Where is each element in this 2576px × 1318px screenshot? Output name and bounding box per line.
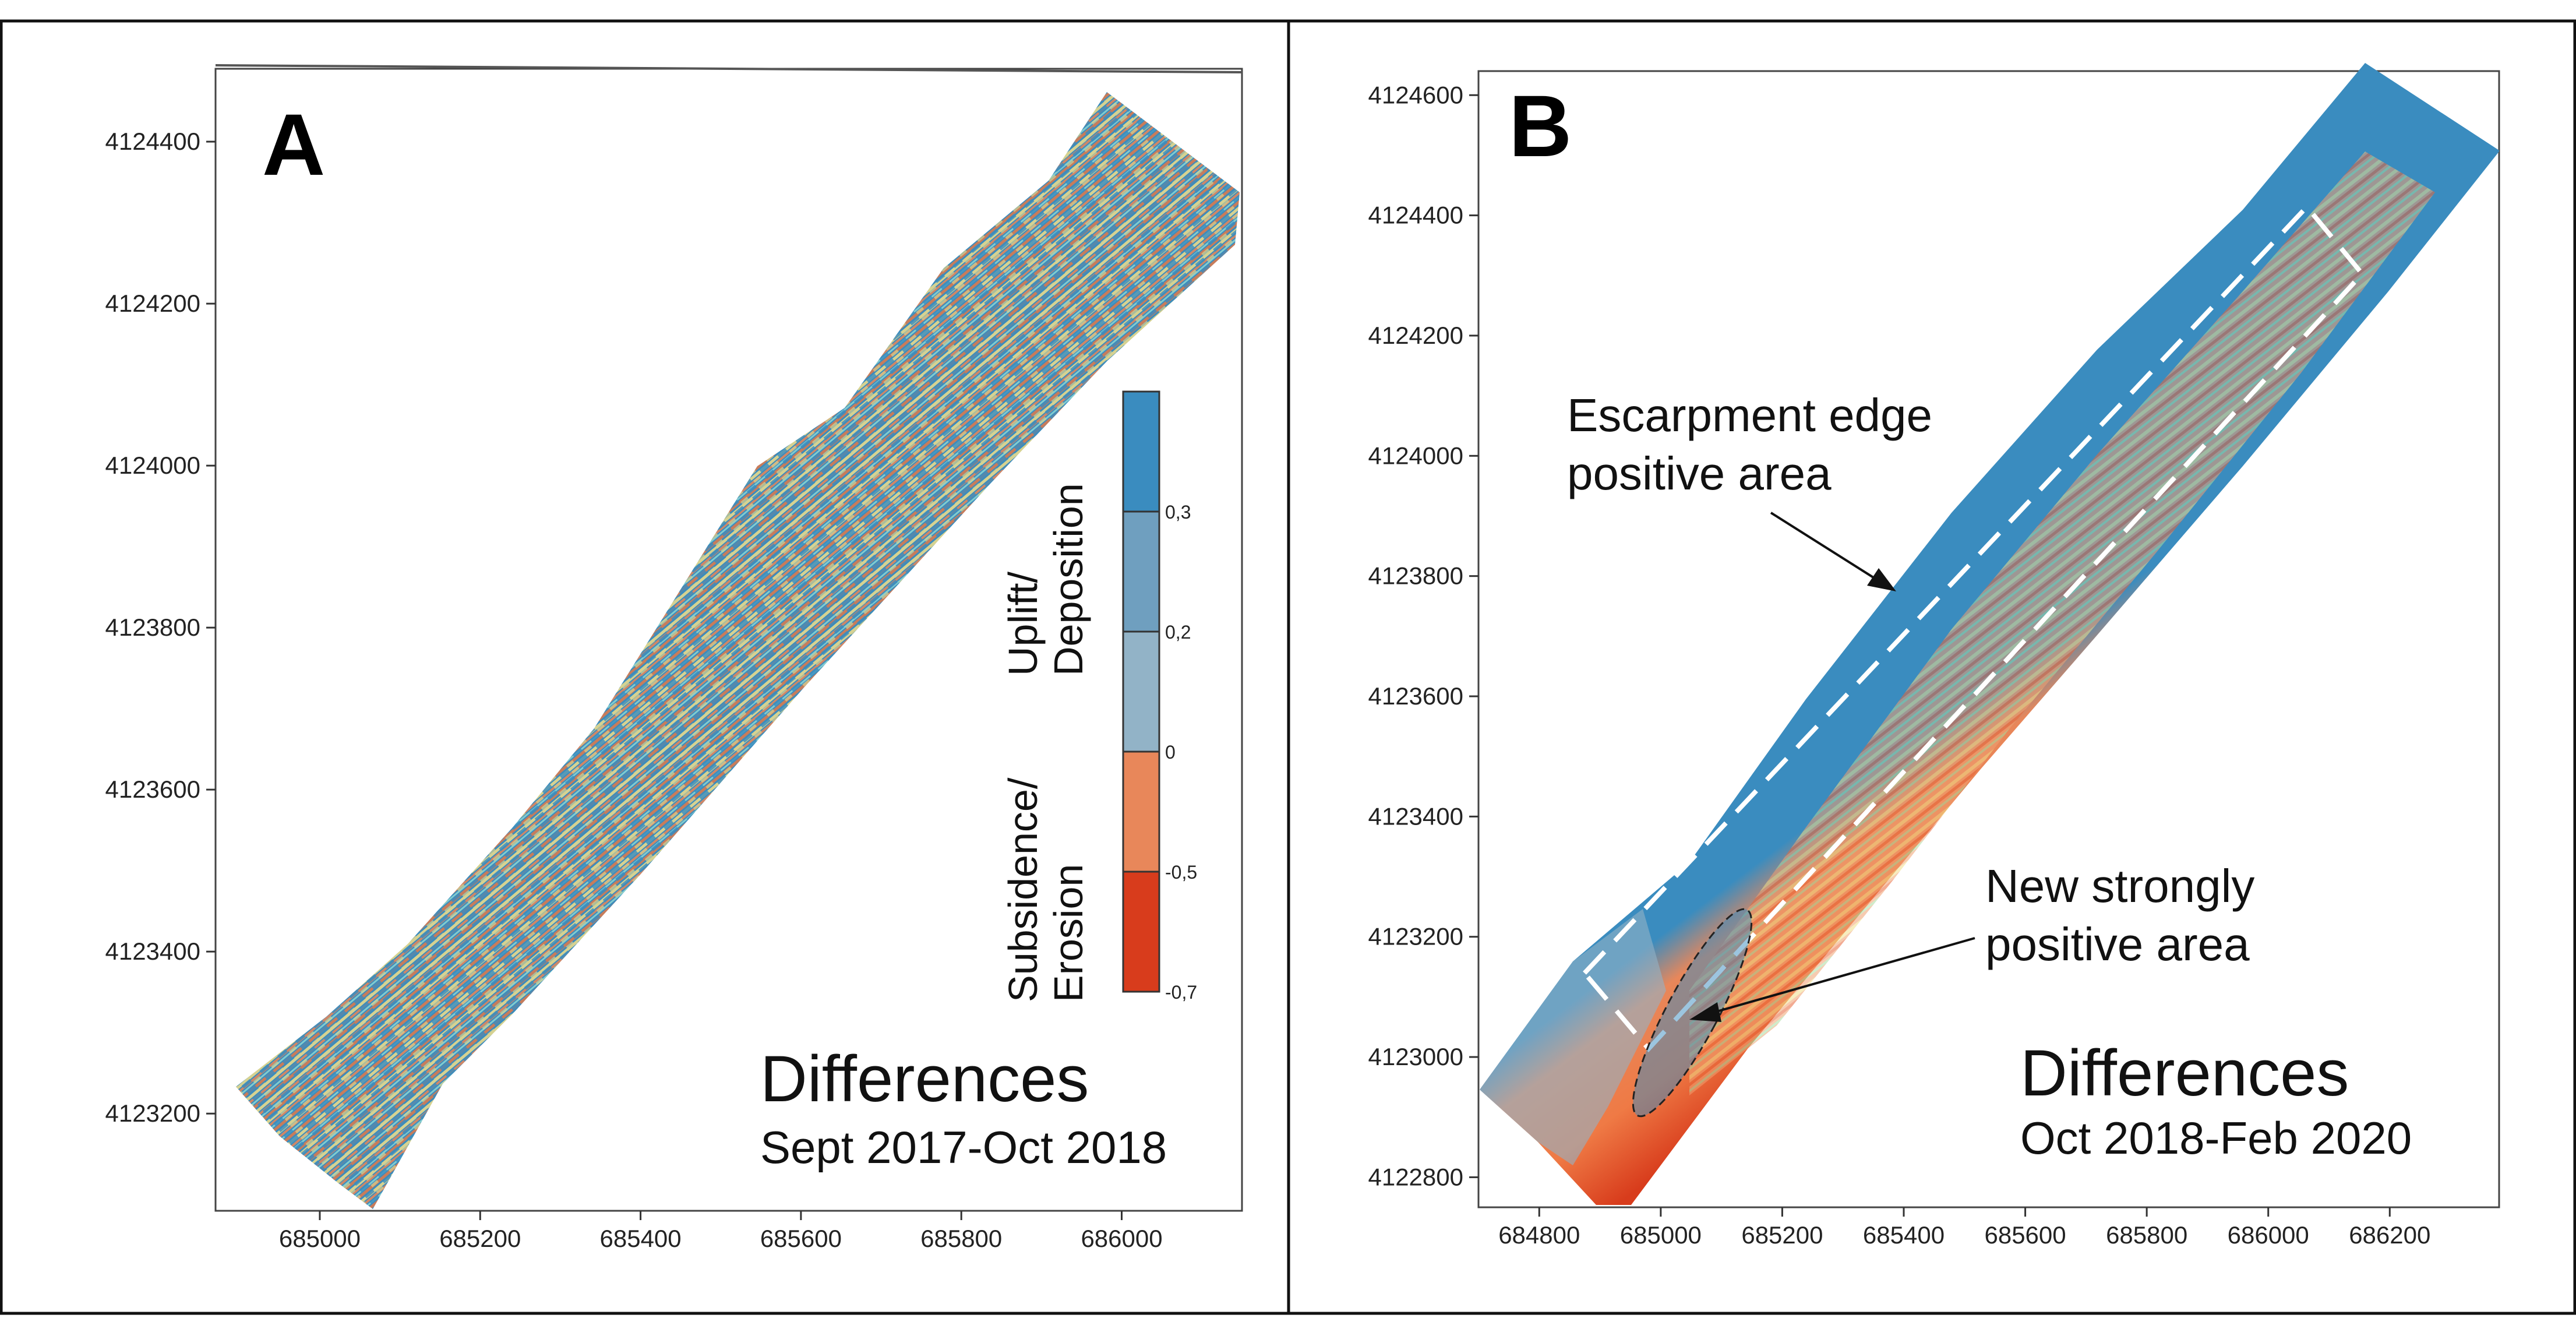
panel-b-ytick-label: 4123200 — [1368, 923, 1463, 950]
panel-b-x-axis: 684800 685000 685200 685400 685600 685800 6860… — [1498, 1207, 2430, 1249]
legend-subsidence-label: Subsidence/ Erosion — [1000, 766, 1091, 1002]
arrowhead-new-positive — [1689, 1002, 1721, 1022]
panel-b-ytick-label: 4124200 — [1368, 322, 1463, 349]
legend-class-3 — [1123, 632, 1159, 752]
legend-uplift-label: Uplift/ Deposition — [1000, 483, 1091, 676]
panel-b-xtick-label: 685600 — [1984, 1221, 2066, 1249]
panel-b-axes-frame — [1477, 70, 2500, 1208]
legend-tick-neg0_7: -0,7 — [1165, 982, 1197, 1003]
panel-a-y-axis: 4123200 4123400 4123600 4123800 4124000 41242… — [105, 128, 216, 1127]
panel-b-ytick-label: 4123800 — [1368, 562, 1463, 590]
panel-b-ytick-label: 4123400 — [1368, 802, 1463, 830]
panel-a-top-edge — [215, 64, 1243, 73]
panel-b-title: Differences — [2020, 1037, 2349, 1109]
panel-a-xtick-label: 685200 — [439, 1225, 521, 1252]
panel-b-ytick-label: 4124600 — [1368, 81, 1463, 108]
legend-bar-frame — [1122, 390, 1160, 993]
panel-b-dashed-outline — [1581, 203, 2366, 1053]
panel-b: Escarpment edge positive area New strong… — [1368, 63, 2500, 1249]
panel-b-data-strip — [1480, 63, 2499, 1205]
panel-b-ytick-label: 4124000 — [1368, 442, 1463, 469]
panel-a-title: Differences — [760, 1042, 1089, 1115]
panel-b-ytick-label: 4123600 — [1368, 682, 1463, 710]
panel-a-ytick-label: 4123800 — [105, 614, 200, 641]
panel-b-xtick-label: 685000 — [1620, 1221, 1702, 1249]
arrow-new-positive — [1712, 937, 1975, 1014]
panel-a: 0,3 0,2 0 -0,5 -0,7 Uplift/ Deposition S… — [105, 64, 1243, 1252]
annotation-new-positive: New strongly positive area — [1985, 860, 2268, 970]
panel-a-ytick-label: 4124400 — [105, 128, 200, 155]
panel-b-letter: B — [1509, 77, 1572, 175]
panel-a-letter: A — [262, 96, 325, 193]
legend-tick-0_2: 0,2 — [1165, 622, 1191, 643]
panel-a-x-axis: 685000 685200 685400 685600 685800 686000 — [279, 1211, 1163, 1252]
panel-b-ytick-label: 4124400 — [1368, 202, 1463, 229]
panel-b-xtick-label: 686000 — [2228, 1221, 2309, 1249]
panel-a-legend: 0,3 0,2 0 -0,5 -0,7 Uplift/ Deposition S… — [1000, 390, 1197, 1003]
legend-tick-0_3: 0,3 — [1165, 502, 1191, 523]
panel-a-data-strip — [236, 92, 1240, 1209]
arrow-escarpment — [1770, 512, 1883, 584]
panel-b-xtick-label: 684800 — [1498, 1221, 1580, 1249]
legend-class-1 — [1123, 392, 1159, 512]
panel-a-xtick-label: 685400 — [600, 1225, 682, 1252]
panel-b-ytick-label: 4122800 — [1368, 1163, 1463, 1190]
panel-a-ytick-label: 4123600 — [105, 776, 200, 803]
panel-a-xtick-label: 686000 — [1081, 1225, 1162, 1252]
panel-b-subtitle: Oct 2018-Feb 2020 — [2020, 1112, 2412, 1164]
legend-tick-neg0_5: -0,5 — [1165, 862, 1197, 883]
panel-b-xtick-label: 685400 — [1863, 1221, 1945, 1249]
panel-b-xtick-label: 686200 — [2349, 1221, 2430, 1249]
panel-b-highlight-ellipse — [1632, 908, 1753, 1118]
legend-tick-0: 0 — [1165, 742, 1176, 763]
panel-a-ytick-label: 4124000 — [105, 452, 200, 479]
arrowhead-escarpment — [1867, 568, 1896, 591]
panel-a-ytick-label: 4124200 — [105, 290, 200, 317]
panel-a-ytick-label: 4123200 — [105, 1099, 200, 1127]
panel-a-xtick-label: 685600 — [760, 1225, 842, 1252]
panel-a-xtick-label: 685000 — [279, 1225, 361, 1252]
panel-a-subtitle: Sept 2017-Oct 2018 — [760, 1122, 1167, 1173]
panel-b-ytick-label: 4123000 — [1368, 1043, 1463, 1070]
panel-b-xtick-label: 685800 — [2106, 1221, 2187, 1249]
panel-a-ytick-label: 4123400 — [105, 938, 200, 965]
panel-b-xtick-label: 685200 — [1741, 1221, 1823, 1249]
annotation-escarpment: Escarpment edge positive area — [1567, 389, 1945, 499]
legend-class-4 — [1123, 752, 1159, 872]
panel-b-y-axis: 4122800 4123000 4123200 4123400 4123600 41238… — [1368, 81, 1478, 1190]
legend-class-2 — [1123, 512, 1159, 632]
panel-a-xtick-label: 685800 — [920, 1225, 1002, 1252]
legend-class-5 — [1123, 872, 1159, 992]
